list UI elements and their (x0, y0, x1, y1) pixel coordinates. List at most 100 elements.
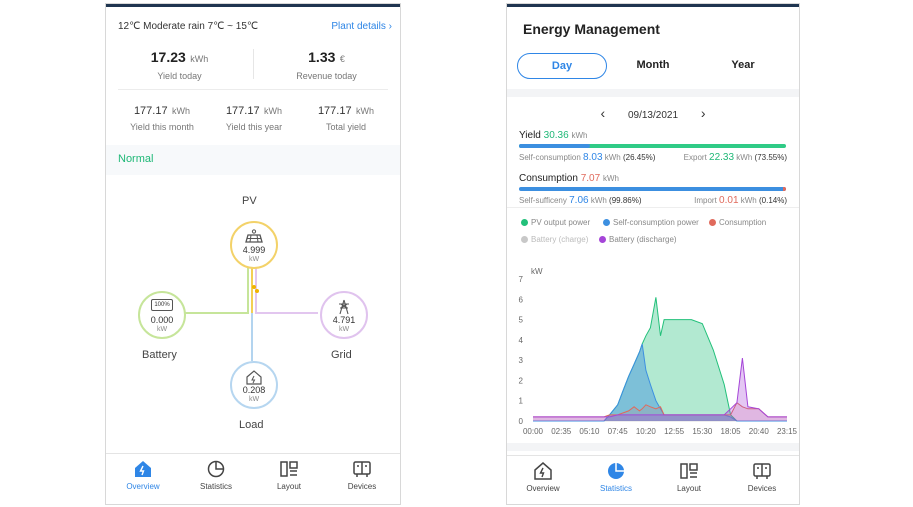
x-tick-label: 02:35 (551, 427, 572, 436)
yield-today: 17.23 kWh Yield today (106, 49, 253, 81)
self-sufficiency-unit: kWh (590, 196, 607, 205)
battery-icon: 100% (151, 299, 173, 311)
yield-today-unit: kWh (190, 54, 209, 64)
x-tick-label: 23:15 (777, 427, 798, 436)
stat-value: 177.17 (133, 105, 168, 117)
pv-node[interactable]: 4.999 kW (230, 221, 278, 269)
self-sufficiency-label: Self-sufficeny (519, 196, 567, 205)
self-sufficiency-pct: (99.86%) (609, 196, 642, 205)
stat-value: 177.17 (317, 105, 352, 117)
yield-this-year: 177.17 kWh Yield this year (208, 101, 300, 132)
devices-icon (753, 463, 771, 479)
revenue-today-label: Revenue today (296, 71, 357, 81)
plant-details-link[interactable]: Plant details › (331, 21, 392, 32)
weather-info: 12℃ Moderate rain 7℃ ~ 15℃ (118, 21, 259, 32)
export-value: 22.33 (709, 152, 735, 163)
load-unit: kW (248, 396, 260, 403)
series-area (533, 358, 787, 421)
self-sufficiency-value: 7.06 (569, 195, 589, 206)
export-label: Export (683, 153, 707, 162)
chevron-right-icon: › (388, 21, 392, 32)
nav-label: Overview (526, 484, 560, 493)
x-tick-label: 12:55 (664, 427, 685, 436)
import-label: Import (694, 196, 717, 205)
pv-unit: kW (248, 256, 260, 263)
divider (507, 207, 799, 208)
divider (507, 443, 799, 451)
legend-label: PV output power (531, 218, 591, 227)
export-unit: kWh (736, 153, 753, 162)
nav-label: Devices (347, 482, 377, 491)
legend-label: Battery (charge) (531, 235, 589, 244)
consumption-value: 7.07 (580, 173, 601, 184)
nav-label: Statistics (599, 484, 632, 493)
legend-self-consumption[interactable]: Self-consumption power (603, 218, 699, 227)
nav-devices[interactable]: Devices (332, 460, 392, 491)
pv-value: 4.999 (242, 245, 266, 255)
legend-battery-charge[interactable]: Battery (charge) (521, 235, 588, 244)
nav-label: Overview (126, 482, 160, 491)
chevron-left-icon[interactable]: ‹ (600, 105, 606, 121)
x-tick-label: 15:30 (692, 427, 713, 436)
load-value: 0.208 (242, 385, 266, 395)
chevron-right-icon[interactable]: › (700, 105, 706, 121)
home-icon (135, 461, 151, 477)
y-tick-label: 3 (519, 356, 524, 365)
stat-unit: kWh (172, 106, 191, 116)
import-pct: (0.14%) (758, 196, 787, 205)
consumption-summary: Consumption 7.07 kWh (519, 173, 619, 184)
yield-today-value: 17.23 (150, 49, 186, 65)
status-text: Normal (118, 153, 154, 165)
nav-label: Statistics (199, 482, 232, 491)
y-axis-label: kW (531, 267, 543, 276)
x-tick-label: 05:10 (579, 427, 600, 436)
yield-value: 30.36 (543, 130, 569, 141)
tab-month[interactable]: Month (636, 59, 670, 71)
date-text[interactable]: 09/13/2021 (627, 110, 679, 121)
period-tabs: Day Month Year (517, 53, 789, 79)
legend-pv-output[interactable]: PV output power (521, 218, 590, 227)
nav-statistics[interactable]: Statistics (186, 460, 246, 491)
legend-label: Battery (discharge) (609, 235, 677, 244)
tab-year[interactable]: Year (731, 59, 755, 71)
tab-day[interactable]: Day (517, 53, 607, 79)
revenue-today: 1.33 € Revenue today (253, 49, 400, 81)
total-yield: 177.17 kWh Total yield (300, 101, 392, 132)
series-line (533, 358, 787, 418)
legend-label: Self-consumption power (613, 218, 699, 227)
legend-dot (603, 219, 610, 226)
grid-label: Grid (331, 349, 352, 361)
import-value: 0.01 (719, 195, 739, 206)
legend-label: Consumption (719, 218, 767, 227)
nav-overview[interactable]: Overview (513, 462, 573, 493)
nav-overview[interactable]: Overview (113, 460, 173, 491)
export-stat: Export 22.33 kWh (73.55%) (684, 152, 787, 163)
consumption-label: Consumption (519, 173, 578, 184)
solar-panel-icon (245, 229, 263, 243)
x-tick-label: 20:40 (749, 427, 770, 436)
energy-management-screen: Energy Management Day Month Year ‹ 09/13… (507, 4, 799, 504)
bottom-nav: Overview Statistics Layout Devices (507, 455, 799, 504)
y-tick-label: 1 (519, 397, 524, 406)
legend-consumption[interactable]: Consumption (709, 218, 766, 227)
grid-node[interactable]: 4.791 kW (320, 291, 368, 339)
power-chart: kW 0 1 2 3 4 5 6 7 00:00 02:35 05:10 07:45 10:20 12:55… (519, 267, 798, 436)
consumption-bar (519, 187, 786, 191)
x-tick-label: 10:20 (636, 427, 657, 436)
legend-dot (521, 236, 528, 243)
legend-battery-discharge[interactable]: Battery (discharge) (599, 235, 677, 244)
nav-statistics[interactable]: Statistics (586, 462, 646, 493)
load-node[interactable]: 0.208 kW (230, 361, 278, 409)
nav-layout[interactable]: Layout (259, 460, 319, 491)
nav-layout[interactable]: Layout (659, 462, 719, 493)
battery-soc: 100% (154, 302, 170, 308)
nav-devices[interactable]: Devices (732, 462, 792, 493)
self-consumption-unit: kWh (604, 153, 621, 162)
battery-node[interactable]: 100% 0.000 kW (138, 291, 186, 339)
pie-chart-icon (608, 463, 624, 479)
battery-unit: kW (156, 326, 168, 333)
pie-chart-icon (207, 460, 225, 478)
nav-label: Devices (747, 484, 777, 493)
self-sufficiency-stat: Self-sufficeny 7.06 kWh (99.86%) (519, 195, 642, 206)
yield-this-month: 177.17 kWh Yield this month (116, 101, 208, 132)
